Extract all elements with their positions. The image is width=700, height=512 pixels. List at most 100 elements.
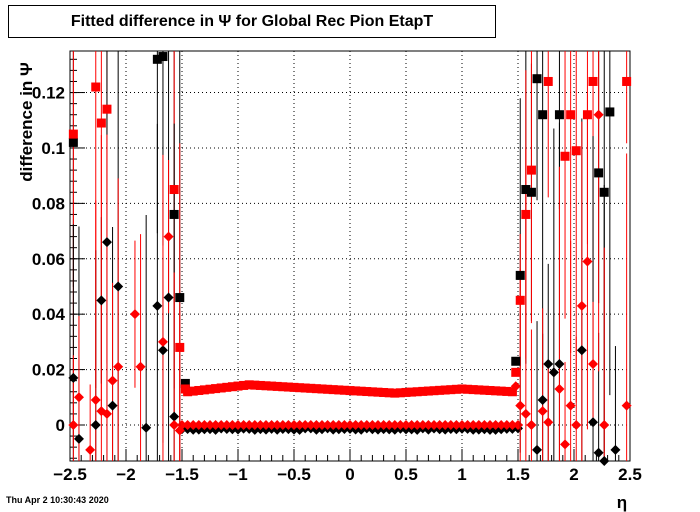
data-point-red-diamond [510,381,521,392]
data-point-red-square [91,82,101,92]
data-point-red-square [68,129,78,139]
x-tick-label: −1 [228,465,247,484]
data-point-red-diamond [227,419,238,430]
y-tick-label: 0.04 [32,305,66,324]
data-point-red-diamond [490,419,501,430]
data-point-red-diamond [311,419,322,430]
data-point-red-square [222,382,232,392]
data-point-red-diamond [485,419,495,430]
x-tick-label: 0.5 [394,465,418,484]
data-point-black-diamond [537,395,548,406]
data-point-black-diamond [73,433,84,444]
data-point-red-square [180,384,190,394]
data-point-black-diamond [548,367,559,378]
data-point-red-square [367,387,377,397]
data-point-black-square [605,107,615,117]
data-point-red-diamond [406,419,417,430]
data-point-red-diamond [389,419,400,430]
data-point-red-diamond [361,419,372,430]
data-point-red-diamond [266,419,277,430]
data-point-red-diamond [367,419,378,430]
data-point-red-diamond [205,419,215,430]
y-tick-label: 0.1 [41,139,65,158]
y-axis-label: difference in Ψ [17,62,36,182]
data-point-red-square [261,381,271,391]
data-point-red-diamond [401,419,411,430]
data-point-red-diamond [216,419,227,430]
data-point-red-diamond [395,419,406,430]
data-point-red-square [502,386,512,396]
data-point-red-square [390,388,400,398]
data-point-red-diamond [328,419,339,430]
data-point-red-square [323,384,333,394]
x-tick-label: 0 [345,465,354,484]
data-point-red-square [356,386,366,396]
data-point-red-square [491,386,501,396]
data-point-red-diamond [169,419,180,430]
data-point-red-square [521,209,531,219]
data-point-red-square [418,386,428,396]
data-point-black-square [515,270,525,280]
data-point-red-square [351,386,361,396]
data-point-red-diamond [210,419,221,430]
data-point-red-square [334,385,344,395]
data-point-red-square [463,384,473,394]
data-point-red-diamond [345,419,355,430]
data-point-black-square [554,110,564,120]
data-point-red-diamond [101,408,112,419]
data-point-red-diamond [300,419,311,430]
data-point-red-diamond [317,419,327,430]
chart-title: Fitted difference in Ψ for Global Rec Pi… [8,5,496,38]
data-point-red-diamond [457,419,467,430]
data-point-black-square [526,187,536,197]
data-point-red-diamond [373,419,383,430]
y-tick-label: 0.08 [32,194,65,213]
data-point-red-square [588,76,598,86]
data-point-red-diamond [507,419,518,430]
data-point-red-square [566,110,576,120]
data-point-red-diamond [423,419,434,430]
data-point-red-diamond [221,419,232,430]
data-point-black-diamond [543,359,554,370]
data-point-black-square [521,185,531,195]
data-point-red-diamond [233,419,243,430]
data-point-red-square [507,387,517,397]
data-point-red-square [468,385,478,395]
data-point-red-diamond [135,361,146,372]
data-point-red-square [446,385,456,395]
data-point-red-diamond [537,406,548,417]
data-point-red-square [457,384,467,394]
data-point-red-diamond [163,231,174,242]
data-point-red-diamond [157,336,168,347]
data-point-red-square [362,387,372,397]
data-point-red-square [255,380,265,390]
data-point-red-diamond [621,400,632,411]
data-point-black-square [68,137,78,147]
data-point-red-square [582,110,592,120]
data-point-red-diamond [68,419,79,430]
x-tick-label: −0.5 [277,465,311,484]
x-tick-label: −2 [116,465,135,484]
y-tick-label: 0.06 [32,250,65,269]
data-point-red-square [267,381,277,391]
data-point-black-diamond [152,300,163,311]
data-point-red-diamond [356,419,367,430]
data-point-red-diamond [73,392,84,403]
data-point-red-diamond [501,419,512,430]
data-point-black-square [594,168,604,178]
data-point-red-diamond [479,419,490,430]
timestamp-footer: Thu Apr 2 10:30:43 2020 [6,495,109,505]
data-point-red-square [571,146,581,156]
data-point-red-diamond [85,444,96,455]
data-point-red-square [239,380,249,390]
data-point-black-square [180,378,190,388]
data-point-black-diamond [107,400,118,411]
data-point-red-diamond [238,419,249,430]
data-point-red-diamond [543,417,554,428]
data-point-red-diamond [520,408,531,419]
data-point-red-diamond [384,419,395,430]
data-point-red-square [395,388,405,398]
data-point-red-square [384,388,394,398]
data-point-red-square [407,387,417,397]
